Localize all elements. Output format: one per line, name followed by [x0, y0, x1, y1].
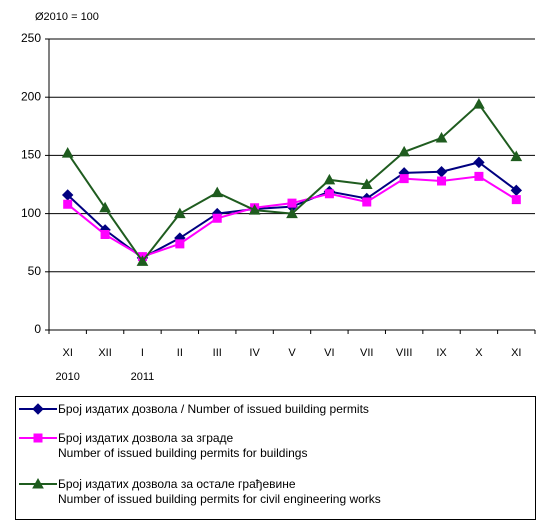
marker	[32, 403, 44, 415]
marker	[287, 198, 297, 208]
marker	[435, 131, 448, 143]
marker	[33, 433, 43, 443]
marker	[399, 174, 409, 184]
x-year-label: 2011	[131, 371, 155, 383]
marker	[473, 98, 485, 109]
marker	[473, 156, 485, 169]
x-tick-label: X	[475, 347, 483, 359]
legend-icon	[19, 477, 57, 489]
marker	[474, 171, 484, 181]
legend: Број издатих дозвола / Number of issued …	[15, 396, 536, 520]
y-tick-label: 50	[28, 264, 42, 278]
marker	[360, 178, 373, 189]
legend-icon	[19, 403, 57, 415]
marker	[323, 173, 336, 185]
marker	[32, 477, 44, 489]
x-tick-label: XI	[511, 347, 521, 359]
marker	[511, 195, 521, 205]
x-tick-label: II	[177, 347, 183, 359]
x-tick-label: V	[288, 347, 296, 359]
marker	[99, 201, 111, 213]
marker	[173, 207, 186, 219]
x-tick-label: XI	[62, 347, 72, 359]
marker	[324, 189, 334, 199]
x-tick-label: IX	[436, 347, 447, 359]
legend-item: Број издатих дозвола / Number of issued …	[16, 399, 536, 439]
legend-icon	[19, 433, 57, 443]
marker	[136, 255, 149, 266]
x-tick-label: VII	[360, 347, 373, 359]
marker	[211, 186, 224, 198]
marker	[398, 145, 411, 157]
legend-item: Број издатих дозвола за остале грађевине…	[16, 474, 536, 514]
x-year-label: 2010	[55, 371, 79, 383]
y-tick-label: 150	[21, 148, 41, 162]
x-tick-label: IV	[249, 347, 260, 359]
legend-label: Број издатих дозвола за зграде Number of…	[58, 431, 308, 460]
chart-title: Ø2010 = 100	[35, 11, 99, 23]
y-tick-label: 250	[21, 31, 41, 45]
y-tick-label: 200	[21, 89, 41, 103]
y-tick-label: 0	[34, 322, 41, 336]
x-tick-label: VIII	[396, 347, 413, 359]
legend-item: Број издатих дозвола за зграде Number of…	[16, 428, 536, 468]
marker	[286, 207, 298, 219]
marker	[63, 199, 73, 209]
x-tick-label: I	[141, 347, 144, 359]
x-tick-label: VI	[324, 347, 334, 359]
marker	[510, 150, 523, 162]
legend-label: Број издатих дозвола / Number of issued …	[58, 402, 369, 416]
marker	[248, 204, 261, 215]
marker	[100, 230, 110, 240]
marker	[175, 239, 185, 249]
marker	[212, 213, 222, 223]
x-tick-label: III	[213, 347, 222, 359]
marker	[362, 197, 372, 207]
y-tick-label: 100	[21, 206, 41, 220]
x-tick-label: XII	[98, 347, 111, 359]
marker	[437, 176, 447, 186]
legend-label: Број издатих дозвола за остале грађевине…	[58, 477, 381, 506]
marker	[61, 147, 74, 158]
marker	[435, 165, 448, 178]
series-line	[66, 102, 518, 264]
